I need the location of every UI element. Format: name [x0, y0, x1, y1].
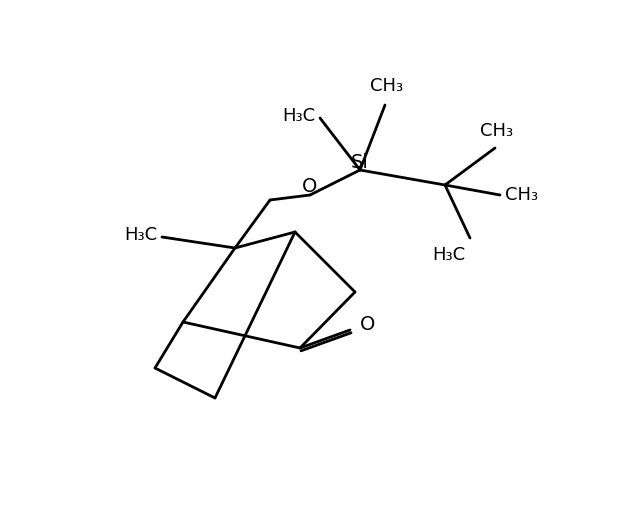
- Text: H₃C: H₃C: [432, 246, 465, 264]
- Text: CH₃: CH₃: [505, 186, 538, 204]
- Text: H₃C: H₃C: [124, 226, 157, 244]
- Text: O: O: [302, 177, 317, 196]
- Text: O: O: [360, 316, 376, 335]
- Text: Si: Si: [351, 153, 369, 172]
- Text: CH₃: CH₃: [371, 77, 404, 95]
- Text: CH₃: CH₃: [481, 122, 513, 140]
- Text: H₃C: H₃C: [282, 107, 315, 125]
